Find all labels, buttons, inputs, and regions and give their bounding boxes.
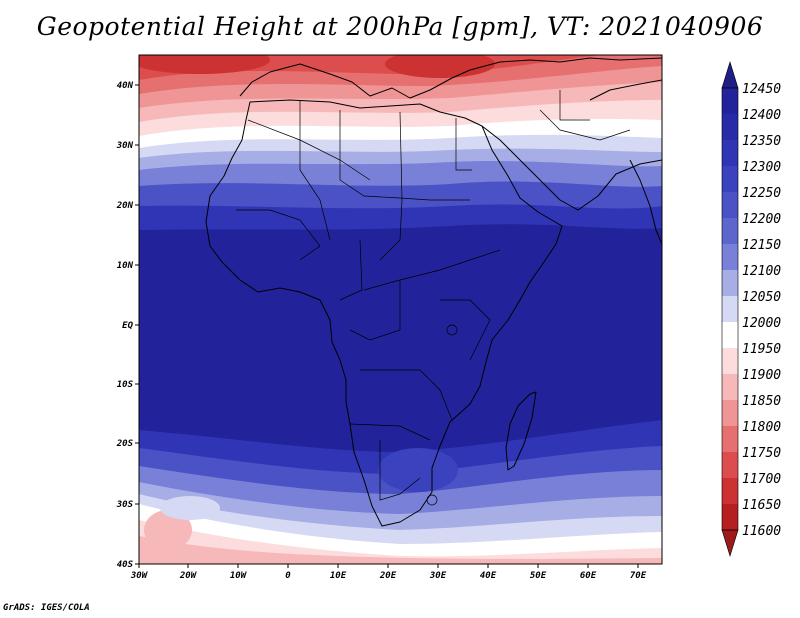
lat-label-40s: 40S <box>117 560 134 570</box>
lat-label-20s: 20S <box>116 439 134 449</box>
colorbar-swatch <box>722 140 738 166</box>
colorbar-top-arrow <box>722 62 738 88</box>
lon-label-20w: 20W <box>179 571 198 581</box>
colorbar-swatch <box>722 166 738 192</box>
lake-victoria <box>446 324 458 336</box>
africa-coastline <box>205 99 563 527</box>
colorbar-label: 12350 <box>742 134 781 149</box>
lon-label-70e: 70E <box>630 571 647 581</box>
low-center-west <box>139 55 270 74</box>
colorbar-label: 11650 <box>742 498 781 513</box>
longitude-axis: 30W 20W 10W 0 10E 20E 30E 40E 50E 60E 70… <box>130 564 647 581</box>
colorbar-label: 11700 <box>742 472 781 487</box>
south-pink-patch <box>144 510 192 550</box>
europe-coastline <box>239 57 662 99</box>
lat-label-30s: 30S <box>116 500 134 510</box>
colorbar-swatch <box>722 88 738 114</box>
border-line <box>379 440 421 501</box>
colorbar-swatch <box>722 218 738 244</box>
lon-label-0: 0 <box>285 571 291 581</box>
border-line <box>247 119 371 181</box>
colorbar-swatch <box>722 400 738 426</box>
colorbar-label: 12450 <box>742 82 781 97</box>
colorbar-label: 12250 <box>742 186 781 201</box>
colorbar-swatch <box>722 504 738 530</box>
colorbar-swatch <box>722 114 738 140</box>
grads-credit: GrADS: IGES/COLA <box>3 603 90 613</box>
colorbar-label: 11850 <box>742 394 781 409</box>
border-line <box>559 90 590 121</box>
lat-label-30n: 30N <box>116 141 134 151</box>
colorbar-label: 12000 <box>742 316 781 331</box>
colorbar-swatch <box>722 348 738 374</box>
colorbar-label: 12300 <box>742 160 781 175</box>
colorbar-bottom-arrow <box>722 530 738 556</box>
border-line <box>299 100 331 241</box>
border-line <box>363 249 501 291</box>
colorbar-label: 11800 <box>742 420 781 435</box>
lat-label-10n: 10N <box>117 261 134 271</box>
colorbar-swatch <box>722 296 738 322</box>
lesotho <box>426 494 438 506</box>
low-center-east <box>385 55 495 78</box>
colorbar-top-outline <box>721 60 739 89</box>
latitude-axis: 40N 30N 20N 10N EQ 10S 20S 30S 40S <box>116 81 139 570</box>
colorbar-swatch <box>722 478 738 504</box>
lon-label-10e: 10E <box>330 571 347 581</box>
border-line <box>360 369 453 421</box>
colorbar-label: 11950 <box>742 342 781 357</box>
colorbar-swatch <box>722 270 738 296</box>
band-south-8 <box>139 536 662 564</box>
colorbar-swatch <box>722 452 738 478</box>
lon-label-30e: 30E <box>429 571 447 581</box>
asia-coastline <box>589 79 662 101</box>
colorbar-swatch <box>722 322 738 348</box>
colorbar-label: 12100 <box>742 264 781 279</box>
colorbar-label: 12200 <box>742 212 781 227</box>
border-line <box>440 299 491 361</box>
colorbar-bottom-outline <box>721 529 739 558</box>
border-line <box>379 111 403 261</box>
border-line <box>349 280 401 341</box>
colorbar-label: 11600 <box>742 524 781 539</box>
lon-label-10w: 10W <box>230 571 248 581</box>
colorbar-swatch <box>722 426 738 452</box>
colorbar-label: 12150 <box>742 238 781 253</box>
border-line <box>455 118 472 171</box>
map-title: Geopotential Height at 200hPa [gpm], VT:… <box>36 12 764 41</box>
colorbar-label: 11900 <box>742 368 781 383</box>
colorbar-swatch <box>722 244 738 270</box>
lon-label-30w: 30W <box>130 571 149 581</box>
border-line <box>339 239 363 301</box>
arabia-coastline <box>481 125 662 211</box>
colorbar-swatch <box>722 192 738 218</box>
south-blue-patch <box>160 496 220 520</box>
lon-label-40e: 40E <box>480 571 497 581</box>
border-line <box>349 423 431 441</box>
lat-label-10s: 10S <box>117 380 134 390</box>
india-coastline <box>629 159 662 245</box>
border-line <box>539 109 631 141</box>
coastlines <box>205 57 662 527</box>
colorbar-label: 12050 <box>742 290 781 305</box>
lat-label-40n: 40N <box>117 81 134 91</box>
border-line <box>339 110 470 201</box>
colorbar-label: 11750 <box>742 446 781 461</box>
colorbar-swatch <box>722 374 738 400</box>
lon-label-50e: 50E <box>530 571 547 581</box>
lat-label-eq: EQ <box>122 321 133 331</box>
map-frame <box>138 54 663 565</box>
border-line <box>236 209 321 261</box>
colorbar-label: 12400 <box>742 108 781 123</box>
madagascar-coastline <box>505 391 537 471</box>
country-borders <box>236 90 631 506</box>
lon-label-20e: 20E <box>379 571 397 581</box>
height-field <box>139 55 662 564</box>
lon-label-60e: 60E <box>580 571 597 581</box>
colorbar: 12450 12400 12350 12300 12250 12200 1215… <box>721 60 781 558</box>
lat-label-20n: 20N <box>116 201 134 211</box>
south-africa-ridge <box>378 448 458 492</box>
